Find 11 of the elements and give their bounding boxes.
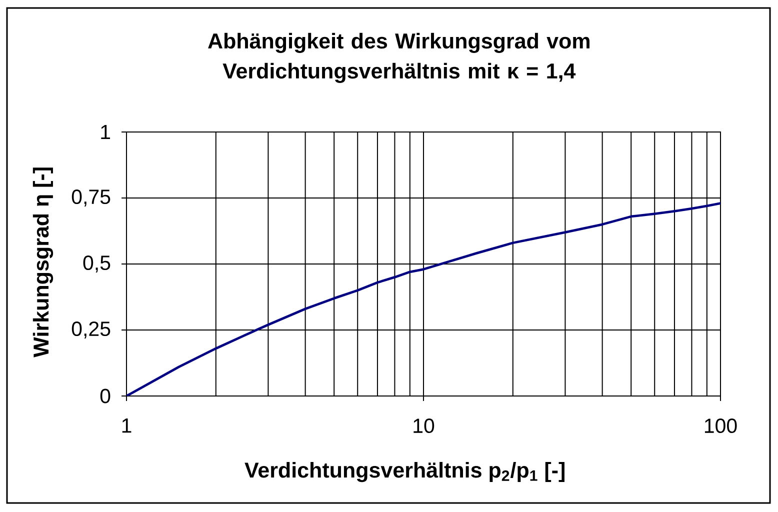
- x-tick-label: 1: [122, 418, 132, 433]
- x-axis-title: Verdichtungsverhältnis p$_{2}$/p$_{1}$ [-]: [244, 462, 564, 482]
- y-tick-label: 1: [101, 124, 110, 140]
- y-tick-label: 0: [100, 388, 110, 404]
- y-tick-label: 0,5: [83, 256, 110, 272]
- y-axis-title: Wirkungsgrad η [-]: [32, 168, 54, 358]
- chart-title: Abhängigkeit des Wirkungsgrad vom Verdichtungsverhältnis mit κ = 1,4: [208, 32, 590, 83]
- y-tick-label: 0,25: [72, 322, 110, 338]
- x-tick-label: 10: [414, 418, 434, 434]
- x-tick-label: 100: [704, 418, 737, 434]
- y-tick-label: 0,75: [72, 190, 110, 206]
